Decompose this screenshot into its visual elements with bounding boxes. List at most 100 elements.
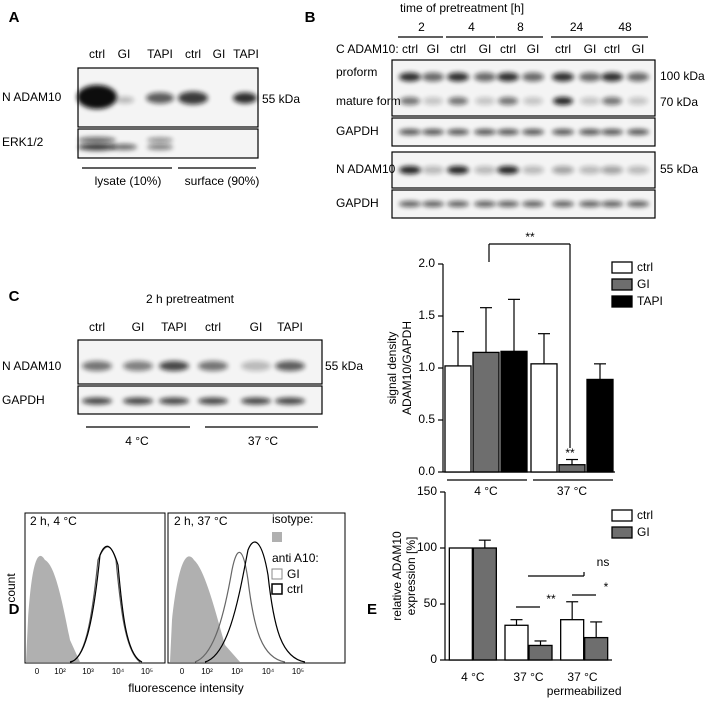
x-tick-label: 37 °C [557, 484, 587, 498]
bar [584, 636, 609, 661]
x-tick-label: 10² [54, 667, 66, 676]
lane-label: TAPI [147, 47, 173, 61]
blot-band [474, 129, 496, 135]
legend-label: isotype: [272, 512, 313, 526]
blot-band [399, 129, 421, 135]
blot-band [116, 96, 134, 104]
x-tick-label: 10² [201, 667, 213, 676]
blot-band [241, 397, 271, 405]
x-tick-label: 0 [180, 667, 185, 676]
lane-label: TAPI [233, 47, 259, 61]
blot-band [82, 397, 112, 405]
significance-label: ns [597, 555, 610, 569]
time-label: 8 [517, 20, 524, 34]
lane-label: ctrl [450, 42, 466, 56]
time-label: 4 [468, 20, 475, 34]
blot-band [233, 92, 257, 104]
blot-band [123, 361, 153, 371]
legend-swatch [611, 278, 633, 291]
legend-label: TAPI [637, 294, 663, 308]
panel-label: C [9, 288, 20, 305]
blot-band [159, 361, 189, 371]
blot-band [579, 166, 601, 174]
bar [500, 350, 528, 473]
x-tick-label: 4 °C [474, 484, 498, 498]
blot-band [159, 397, 189, 405]
plot-title: 2 h, 37 °C [174, 514, 228, 528]
row-label: GAPDH [2, 393, 45, 407]
lane-label: GI [527, 42, 540, 56]
blot-band [422, 201, 444, 207]
row-label: GAPDH [336, 124, 379, 138]
blot-band [601, 72, 623, 82]
blot-band [399, 72, 421, 82]
legend-label: GI [287, 567, 300, 581]
legend-swatch [272, 532, 282, 542]
blot-band [475, 97, 495, 105]
lane-label: GI [250, 320, 263, 334]
bar [504, 624, 529, 661]
blot-band [553, 97, 573, 105]
blot-band [497, 129, 519, 135]
legend-swatch [611, 261, 633, 274]
y-axis-label: signal density [385, 332, 399, 405]
lane-label: ctrl [205, 320, 221, 334]
row-label: N ADAM10 [336, 162, 396, 176]
blot-band [147, 144, 173, 150]
lane-label: GI [632, 42, 645, 56]
bar [472, 351, 500, 473]
blot-band [423, 97, 443, 105]
blot-band [627, 129, 649, 135]
blot-band [627, 201, 649, 207]
blot-band [447, 201, 469, 207]
blot-frame [391, 59, 656, 117]
panel-label: A [9, 9, 20, 26]
blot-band [198, 361, 228, 371]
bar [528, 644, 553, 661]
group-label: 4 °C [125, 434, 149, 448]
panel-label: E [367, 601, 377, 618]
blot-band [602, 97, 622, 105]
panel-title: time of pretreatment [h] [400, 1, 524, 15]
lane-label: ctrl [89, 320, 105, 334]
blot-band [422, 129, 444, 135]
lane-label: ctrl [402, 42, 418, 56]
row-label: C ADAM10: [336, 42, 399, 56]
isotype-histogram [26, 555, 80, 662]
panel-title: 2 h pretreatment [146, 292, 235, 306]
lane-label: ctrl [185, 47, 201, 61]
x-axis-label: fluorescence intensity [128, 681, 243, 695]
group-label: 37 °C [248, 434, 278, 448]
time-label: 2 [418, 20, 425, 34]
blot-band [78, 143, 116, 151]
blot-band [580, 97, 600, 105]
y-tick-label: 150 [417, 484, 437, 498]
blot-band [579, 129, 601, 135]
blot-band [178, 91, 208, 105]
legend-label: GI [637, 525, 650, 539]
blot-band [275, 397, 305, 405]
legend-swatch [611, 509, 633, 522]
legend-label: ctrl [287, 582, 303, 596]
marker-label: 55 kDa [262, 92, 300, 106]
group-label: surface (90%) [185, 174, 260, 188]
significance-label: * [604, 580, 609, 594]
x-tick-label: 10⁵ [141, 667, 153, 676]
row-label: GAPDH [336, 196, 379, 210]
row-label: ERK1/2 [2, 135, 44, 149]
x-tick-label: 10⁴ [262, 667, 275, 676]
x-tick-label: 10³ [231, 667, 243, 676]
blot-band [447, 72, 469, 82]
legend-swatch [271, 583, 283, 595]
blot-band [78, 137, 116, 143]
panel-label: B [305, 9, 316, 26]
blot-band [498, 97, 518, 105]
y-axis-label: expression [%] [404, 537, 418, 616]
x-tick-label: 37 °C permeabilized [547, 670, 622, 698]
y-tick-label: 0.5 [418, 412, 435, 426]
blot-band [497, 72, 519, 82]
lane-label: GI [213, 47, 226, 61]
blot-band [579, 72, 601, 82]
row-label: N ADAM10 [2, 359, 62, 373]
